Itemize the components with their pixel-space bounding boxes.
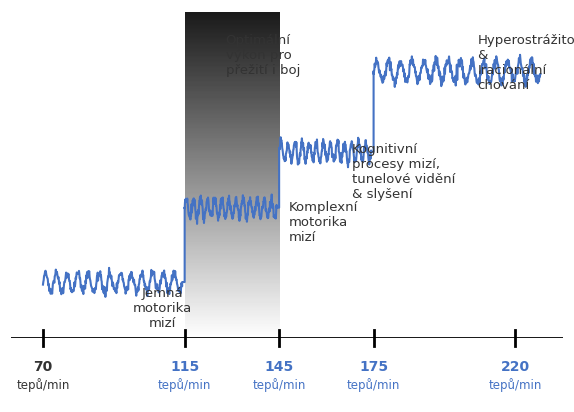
Text: Optimální
výkon pro
přežití i boj: Optimální výkon pro přežití i boj <box>226 34 300 77</box>
Text: 115: 115 <box>170 360 199 374</box>
Text: tepů/min: tepů/min <box>253 378 306 392</box>
Text: 175: 175 <box>359 360 388 374</box>
Text: tepů/min: tepů/min <box>158 378 211 392</box>
Text: Komplexní
motorika
mizí: Komplexní motorika mizí <box>289 201 358 244</box>
Text: tepů/min: tepů/min <box>347 378 400 392</box>
Text: 70: 70 <box>33 360 53 374</box>
Text: 145: 145 <box>265 360 294 374</box>
Text: tepů/min: tepů/min <box>16 378 69 392</box>
Text: Hyperostrážitost
&
Iracionální
chování: Hyperostrážitost & Iracionální chování <box>478 34 574 92</box>
Text: Jemná
motorika
mizí: Jemná motorika mizí <box>133 287 192 330</box>
Text: 220: 220 <box>501 360 530 374</box>
Text: tepů/min: tepů/min <box>488 378 542 392</box>
Text: Kognitivní
procesy mizí,
tunelové vidění
& slyšení: Kognitivní procesy mizí, tunelové vidění… <box>351 143 455 201</box>
